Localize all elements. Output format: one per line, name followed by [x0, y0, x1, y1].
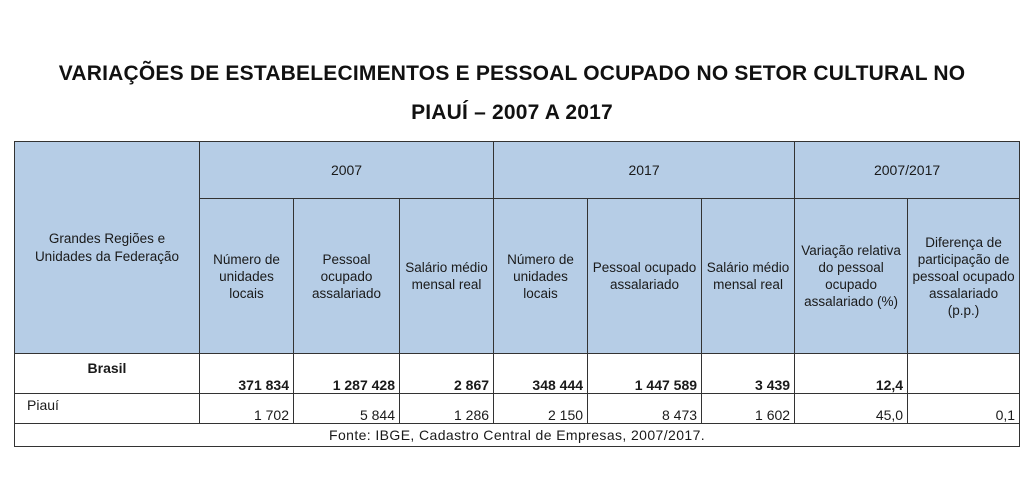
table-cell: 12,4: [794, 353, 909, 394]
table-cell: 1 447 589: [587, 353, 703, 394]
table-cell: 2 150: [493, 393, 589, 424]
col-header-salary-2017: Salário médio mensal real: [701, 198, 796, 354]
table-cell: 1 286: [398, 393, 495, 424]
table-cell: 1 287 428: [293, 353, 400, 394]
table-cell: 45,0: [794, 393, 909, 424]
group-header-2007: 2007: [198, 141, 495, 199]
col-header-participation-diff: Diferença de participação de pessoal ocu…: [907, 198, 1021, 354]
table-cell: 8 473: [587, 393, 703, 424]
group-header-2017: 2017: [493, 141, 796, 199]
data-table: Grandes Regiões e Unidades da Federação …: [13, 141, 1021, 447]
table-cell: 1 602: [701, 393, 796, 424]
table-row-brasil: Brasil 371 834 1 287 428 2 867 348 444 1…: [14, 353, 1021, 394]
col-header-staff-2007: Pessoal ocupado assalariado: [293, 198, 400, 354]
col-header-staff-2017: Pessoal ocupado assalariado: [587, 198, 703, 354]
table-cell: [907, 353, 1021, 394]
col-header-units-2017: Número de unidades locais: [493, 198, 589, 354]
table-cell: 0,1: [907, 393, 1021, 424]
region-header: Grandes Regiões e Unidades da Federação: [14, 141, 200, 354]
title-line-2: PIAUÍ – 2007 A 2017: [411, 101, 613, 124]
group-header-2007-2017: 2007/2017: [794, 141, 1021, 199]
col-header-variation: Variação relativa do pessoal ocupado ass…: [794, 198, 909, 354]
table-cell: 3 439: [701, 353, 796, 394]
title-line-1: VARIAÇÕES DE ESTABELECIMENTOS E PESSOAL …: [58, 62, 966, 85]
table-cell: 371 834: [199, 353, 294, 394]
table-row-piaui: Piauí 1 702 5 844 1 286 2 150 8 473 1 60…: [14, 393, 1021, 424]
col-header-units-2007: Número de unidades locais: [199, 198, 294, 354]
row-label-brasil: Brasil: [14, 353, 200, 394]
row-label-piaui: Piauí: [14, 393, 200, 424]
table-cell: 1 702: [199, 393, 294, 424]
table-cell: 2 867: [398, 353, 495, 394]
table-cell: 348 444: [493, 353, 589, 394]
col-header-salary-2007: Salário médio mensal real: [398, 198, 495, 354]
source-note: Fonte: IBGE, Cadastro Central de Empresa…: [13, 423, 1021, 447]
table-cell: 5 844: [293, 393, 400, 424]
source-row: Fonte: IBGE, Cadastro Central de Empresa…: [13, 423, 1021, 447]
